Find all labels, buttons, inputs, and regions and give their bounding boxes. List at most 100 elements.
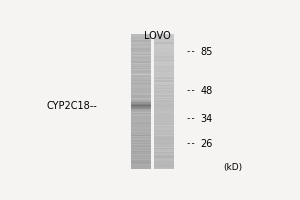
Bar [131,114,151,115]
Bar [154,72,174,73]
Bar [154,90,174,91]
Bar [131,41,151,42]
Bar [154,168,174,169]
Bar [131,143,151,144]
Bar [131,76,151,77]
Bar [131,121,151,122]
Bar [154,136,174,137]
Bar [131,113,151,114]
Bar [154,111,174,112]
Bar [131,102,151,103]
Bar [154,51,174,52]
Bar [154,91,174,92]
Bar [131,161,151,162]
Bar [154,92,174,93]
Text: 34: 34 [200,114,212,124]
Bar [154,50,174,51]
Bar [154,75,174,76]
Bar [131,38,151,39]
Bar [154,114,174,115]
Bar [131,36,151,37]
Bar [154,135,174,136]
Bar [131,104,151,105]
Bar [154,88,174,89]
Bar [131,108,151,109]
Bar [154,54,174,55]
Bar [131,166,151,167]
Bar [154,150,174,151]
Bar [154,55,174,56]
Bar [154,119,174,120]
Bar [154,103,174,104]
Bar [154,80,174,81]
Bar [131,98,151,99]
Bar [154,118,174,119]
Bar [131,156,151,157]
Bar [131,162,151,163]
Bar [131,139,151,140]
Bar [131,96,151,97]
Bar [154,166,174,167]
Bar [154,105,174,106]
Bar [154,120,174,121]
Bar [131,123,151,124]
Bar [131,127,151,128]
Bar [154,70,174,71]
Bar [131,112,151,113]
Bar [131,81,151,82]
Bar [154,113,174,114]
Bar [154,141,174,142]
Bar [131,79,151,80]
Bar [131,60,151,61]
Text: --: -- [185,114,196,123]
Bar [154,36,174,37]
Bar [131,136,151,137]
Bar [154,162,174,163]
Bar [131,87,151,88]
Bar [131,48,151,49]
Bar [154,125,174,126]
Bar [154,161,174,162]
Bar [131,110,151,111]
Bar [131,94,151,95]
Bar [131,78,151,79]
Bar [131,34,151,35]
Bar [154,147,174,148]
Bar [131,157,151,158]
Bar [131,163,151,164]
Bar [131,75,151,76]
Bar [131,160,151,161]
Bar [131,115,151,116]
Bar [154,41,174,42]
Bar [131,91,151,92]
Bar [131,77,151,78]
Bar [131,124,151,125]
Bar [154,124,174,125]
Bar [154,132,174,133]
Bar [154,38,174,39]
Bar [154,101,174,102]
Bar [131,105,151,106]
Bar [154,98,174,99]
Bar [154,44,174,45]
Bar [154,117,174,118]
Bar [131,140,151,141]
Bar [154,86,174,87]
Bar [131,90,151,91]
Bar [154,49,174,50]
Bar [154,83,174,84]
Bar [154,61,174,62]
Bar [131,63,151,64]
Text: LOVO: LOVO [144,31,171,41]
Bar [154,39,174,40]
Bar [131,64,151,65]
Bar [131,109,151,110]
Bar [154,66,174,67]
Bar [154,76,174,77]
Bar [154,53,174,54]
Bar [131,97,151,98]
Bar [154,94,174,95]
Bar [154,155,174,156]
Text: --: -- [185,140,196,149]
Bar [154,102,174,103]
